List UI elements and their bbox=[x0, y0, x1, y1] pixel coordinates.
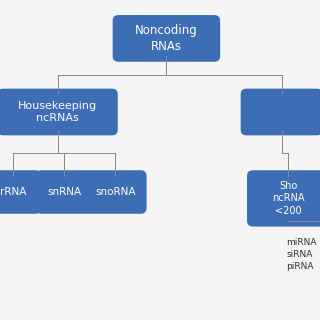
Text: Housekeeping
ncRNAs: Housekeeping ncRNAs bbox=[18, 101, 97, 123]
FancyBboxPatch shape bbox=[84, 170, 147, 214]
Text: miRNA
siRNA
piRNA: miRNA siRNA piRNA bbox=[286, 238, 317, 271]
Text: rRNA: rRNA bbox=[0, 187, 26, 197]
FancyBboxPatch shape bbox=[0, 89, 118, 135]
FancyBboxPatch shape bbox=[241, 89, 320, 135]
Text: snoRNA: snoRNA bbox=[95, 187, 135, 197]
FancyBboxPatch shape bbox=[36, 170, 92, 214]
FancyBboxPatch shape bbox=[0, 170, 41, 214]
Text: Sho
ncRNA
<200: Sho ncRNA <200 bbox=[272, 181, 304, 216]
Text: snRNA: snRNA bbox=[47, 187, 81, 197]
FancyBboxPatch shape bbox=[113, 15, 220, 62]
Text: Noncoding
RNAs: Noncoding RNAs bbox=[135, 24, 198, 53]
FancyBboxPatch shape bbox=[247, 170, 320, 227]
